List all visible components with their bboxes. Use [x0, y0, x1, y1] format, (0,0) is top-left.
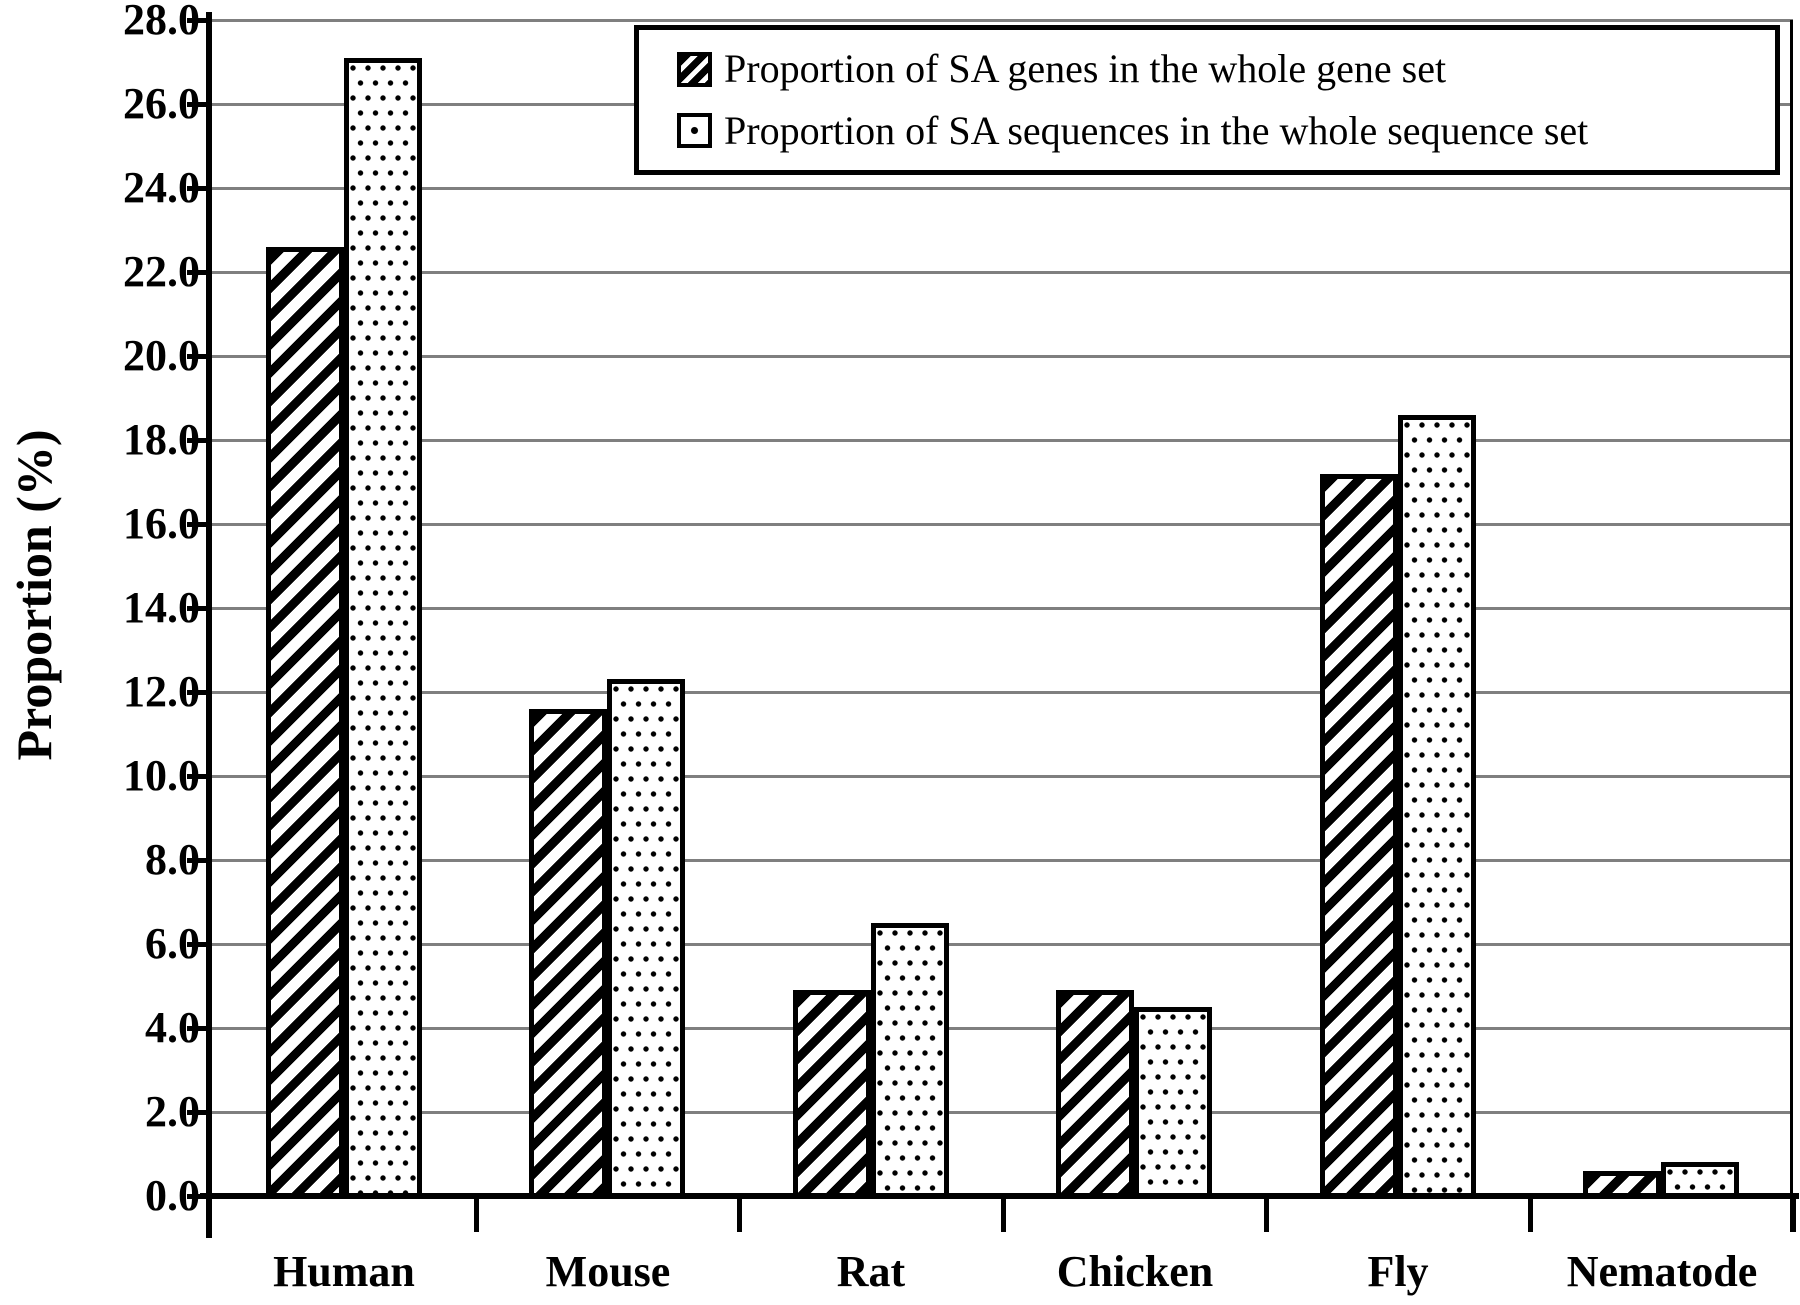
- gridline: [212, 691, 1793, 694]
- y-axis-tick: [187, 438, 212, 443]
- y-axis-tick: [187, 270, 212, 275]
- gridline: [212, 1111, 1793, 1114]
- x-axis-tick: [1264, 1196, 1269, 1232]
- y-tick-label: 26.0: [123, 79, 200, 128]
- category-label: Fly: [1367, 1247, 1429, 1296]
- bar-chicken-sequences: [1134, 1007, 1212, 1196]
- y-tick-label: 24.0: [123, 163, 200, 212]
- y-tick-label: 16.0: [123, 499, 200, 548]
- x-axis-tick: [737, 1196, 742, 1232]
- plot-area: [187, 12, 1799, 1238]
- bar-fly-genes: [1320, 474, 1398, 1196]
- bar-rat-sequences: [871, 923, 949, 1196]
- y-tick-label: 8.0: [145, 835, 200, 884]
- y-axis-tick: [187, 1194, 212, 1199]
- gridline: [212, 271, 1793, 274]
- gridline: [212, 523, 1793, 526]
- y-axis-tick: [187, 606, 212, 611]
- legend-label: Proportion of SA sequences in the whole …: [724, 107, 1589, 153]
- legend: Proportion of SA genes in the whole gene…: [634, 25, 1780, 175]
- y-tick-label: 10.0: [123, 751, 200, 800]
- gridline: [212, 1027, 1793, 1030]
- bar-human-genes: [266, 247, 344, 1196]
- gridline: [212, 355, 1793, 358]
- bar-rat-genes: [793, 990, 871, 1196]
- y-axis-tick: [187, 522, 212, 527]
- hatch-swatch-icon: [677, 51, 712, 87]
- legend-label: Proportion of SA genes in the whole gene…: [724, 46, 1447, 92]
- x-axis-tick: [1528, 1196, 1533, 1232]
- gridline: [212, 187, 1793, 190]
- y-axis-tick: [187, 774, 212, 779]
- y-tick-label: 18.0: [123, 415, 200, 464]
- gridline: [212, 19, 1793, 22]
- x-axis-tick: [1791, 1196, 1796, 1232]
- y-tick-label: 20.0: [123, 331, 200, 380]
- y-axis-tick: [187, 1110, 212, 1115]
- y-axis-tick: [187, 354, 212, 359]
- y-tick-label: 2.0: [145, 1087, 200, 1136]
- y-axis-tick: [187, 102, 212, 107]
- legend-item-genes: Proportion of SA genes in the whole gene…: [677, 47, 1775, 91]
- plot-right-border: [1790, 20, 1793, 1232]
- category-label: Rat: [836, 1247, 906, 1296]
- y-tick-label: 22.0: [123, 247, 200, 296]
- y-axis-tick: [187, 18, 212, 23]
- gridline: [212, 607, 1793, 610]
- y-tick-label: 4.0: [145, 1003, 200, 1052]
- bar-mouse-sequences: [607, 679, 685, 1196]
- legend-item-sequences: Proportion of SA sequences in the whole …: [677, 107, 1775, 153]
- dots-swatch-icon: [677, 113, 712, 149]
- category-label: Chicken: [1056, 1247, 1214, 1296]
- y-tick-label: 12.0: [123, 667, 200, 716]
- bar-mouse-genes: [529, 709, 607, 1196]
- y-axis-line: [206, 12, 212, 1238]
- y-axis-tick: [187, 942, 212, 947]
- y-tick-label: 0.0: [145, 1171, 200, 1220]
- category-label: Mouse: [545, 1247, 671, 1296]
- bar-nematode-genes: [1583, 1171, 1661, 1196]
- y-tick-label: 28.0: [123, 0, 200, 44]
- gridline: [212, 439, 1793, 442]
- y-axis-tick: [187, 858, 212, 863]
- gridline: [212, 775, 1793, 778]
- y-tick-label: 14.0: [123, 583, 200, 632]
- category-label: Human: [273, 1247, 415, 1296]
- y-axis-tick: [187, 690, 212, 695]
- bar-human-sequences: [344, 58, 422, 1196]
- y-axis-tick: [187, 1026, 212, 1031]
- gridline: [212, 859, 1793, 862]
- y-tick-label: 6.0: [145, 919, 200, 968]
- bar-chicken-genes: [1056, 990, 1134, 1196]
- gridline: [212, 943, 1793, 946]
- bar-nematode-sequences: [1661, 1162, 1739, 1196]
- x-axis-line: [200, 1193, 1799, 1199]
- x-axis-tick: [474, 1196, 479, 1232]
- x-axis-tick: [1001, 1196, 1006, 1232]
- category-label: Nematode: [1566, 1247, 1758, 1296]
- bar-fly-sequences: [1398, 415, 1476, 1196]
- y-axis-tick: [187, 186, 212, 191]
